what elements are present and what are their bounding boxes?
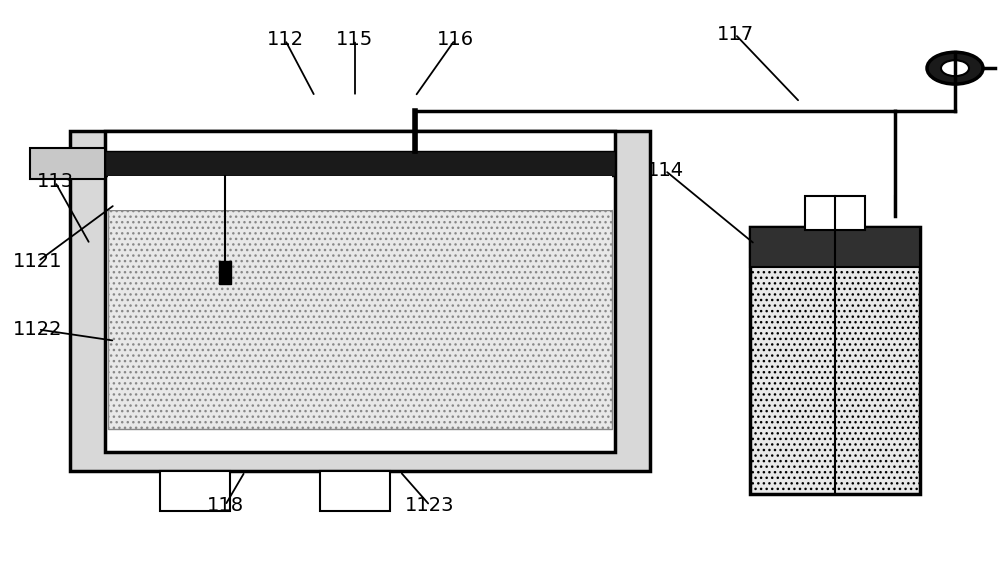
Bar bbox=[30, 148, 105, 179]
Bar bbox=[750, 227, 920, 494]
Bar bbox=[70, 131, 650, 471]
Text: 112: 112 bbox=[266, 30, 304, 49]
Bar bbox=[108, 176, 612, 210]
Circle shape bbox=[941, 60, 969, 76]
Text: 1122: 1122 bbox=[13, 320, 63, 339]
Bar bbox=[105, 151, 615, 176]
Bar bbox=[105, 131, 615, 452]
Circle shape bbox=[927, 52, 983, 84]
Text: 113: 113 bbox=[36, 172, 74, 191]
Text: 118: 118 bbox=[206, 496, 244, 515]
Bar bbox=[108, 210, 612, 429]
Text: 116: 116 bbox=[436, 30, 474, 49]
Text: 1121: 1121 bbox=[13, 252, 63, 271]
Bar bbox=[219, 261, 231, 284]
Text: 114: 114 bbox=[646, 161, 684, 180]
Text: 117: 117 bbox=[716, 24, 754, 44]
Bar bbox=[750, 227, 920, 267]
Bar bbox=[160, 471, 230, 511]
Text: 115: 115 bbox=[336, 30, 374, 49]
Text: 1123: 1123 bbox=[405, 496, 455, 515]
Bar bbox=[805, 196, 865, 230]
Bar bbox=[320, 471, 390, 511]
